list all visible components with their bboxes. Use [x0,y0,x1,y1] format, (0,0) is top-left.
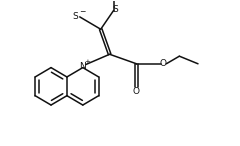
Text: S: S [112,5,118,14]
Text: −: − [79,7,86,16]
Text: +: + [85,59,90,65]
Text: O: O [133,87,140,96]
Text: O: O [160,59,167,68]
Text: S: S [72,12,78,21]
Text: N: N [79,62,86,71]
